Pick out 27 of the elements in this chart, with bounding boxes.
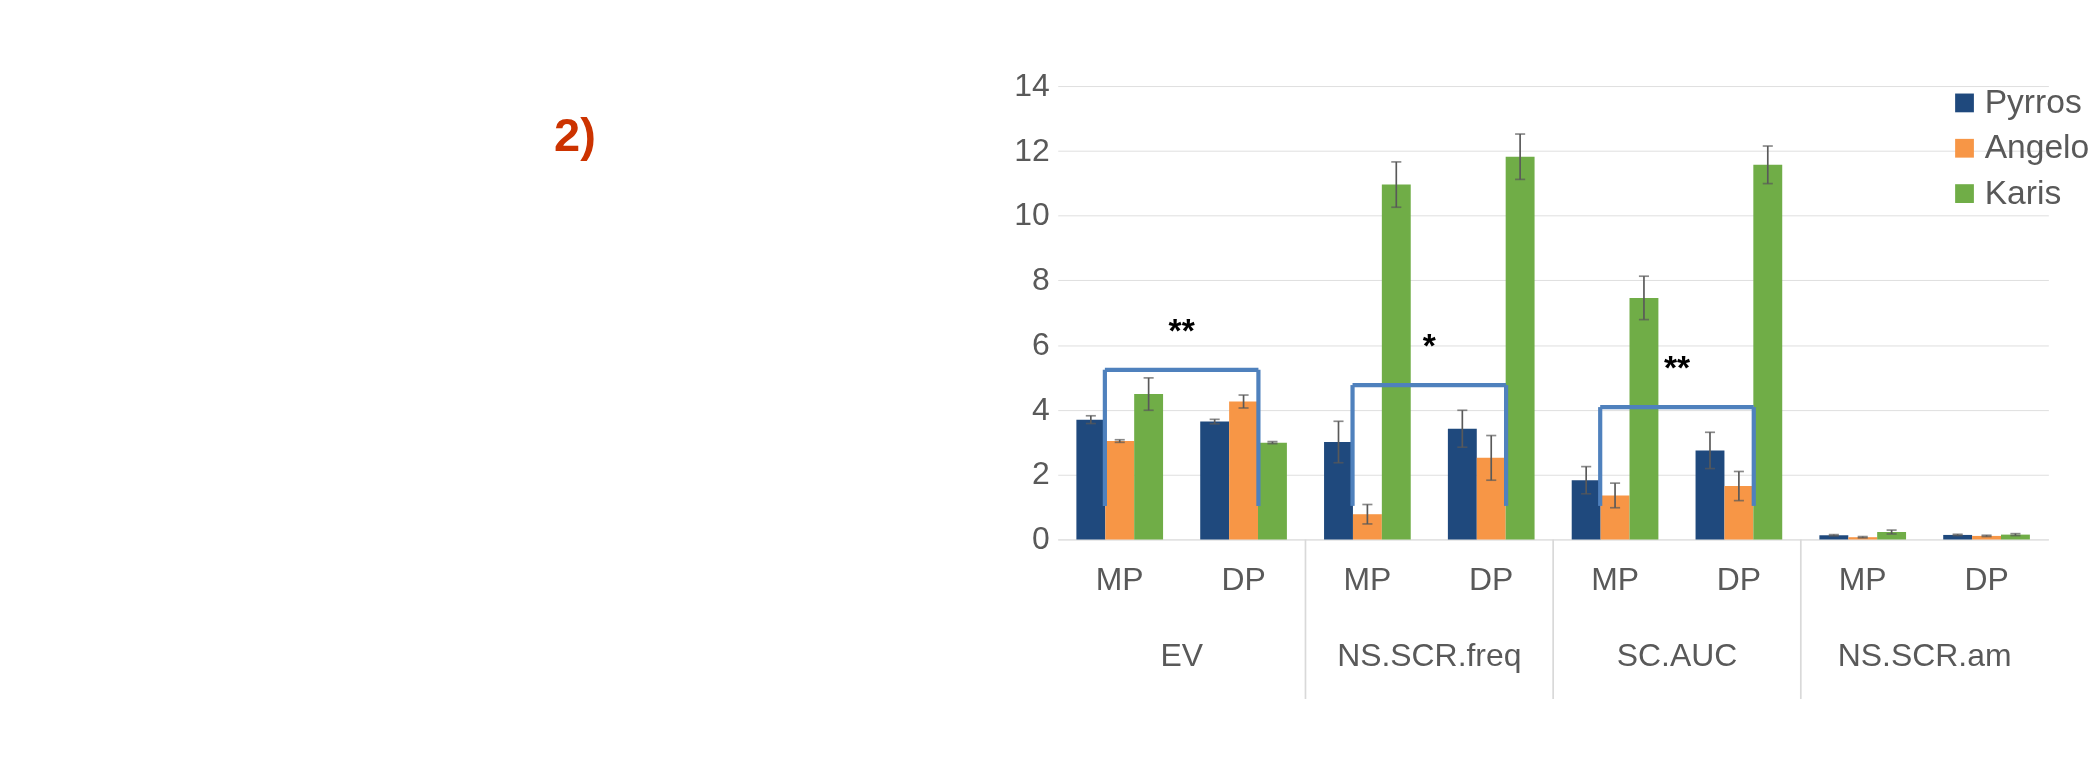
y-tick-label: 14 (1014, 66, 1050, 103)
annotation: ** (1168, 312, 1196, 350)
legend-label: Karis (1984, 173, 2062, 211)
y-tick-label: 12 (1014, 131, 1050, 168)
x-tick-label: DP (1964, 561, 2009, 598)
y-tick-label: 2 (1032, 455, 1050, 492)
text: SC.AUC (1616, 637, 1738, 674)
legend-label: Angelo (1984, 128, 2090, 166)
y-tick-label: 0 (1032, 520, 1050, 557)
text: NS.SCR.am (1837, 637, 2012, 674)
legend-label: Pyrros (1984, 82, 2082, 120)
x-tick-label: DP (1221, 561, 1266, 598)
x-tick-label: MP (1591, 561, 1639, 598)
text: 2) (554, 107, 596, 161)
x-tick-label: MP (1838, 561, 1887, 598)
y-tick-label: 8 (1032, 261, 1050, 298)
x-tick-label: MP (1095, 561, 1144, 598)
x-tick-label: DP (1469, 561, 1514, 598)
y-tick-label: 10 (1014, 196, 1050, 233)
annotation: * (1422, 327, 1437, 365)
text: NS.SCR.freq (1337, 637, 1522, 674)
text: EV (1160, 637, 1204, 674)
annotation: ** (1663, 349, 1691, 387)
y-tick-label: 6 (1032, 325, 1050, 362)
y-tick-label: 4 (1032, 390, 1050, 427)
x-tick-label: MP (1343, 561, 1392, 598)
x-tick-label: DP (1716, 561, 1762, 598)
